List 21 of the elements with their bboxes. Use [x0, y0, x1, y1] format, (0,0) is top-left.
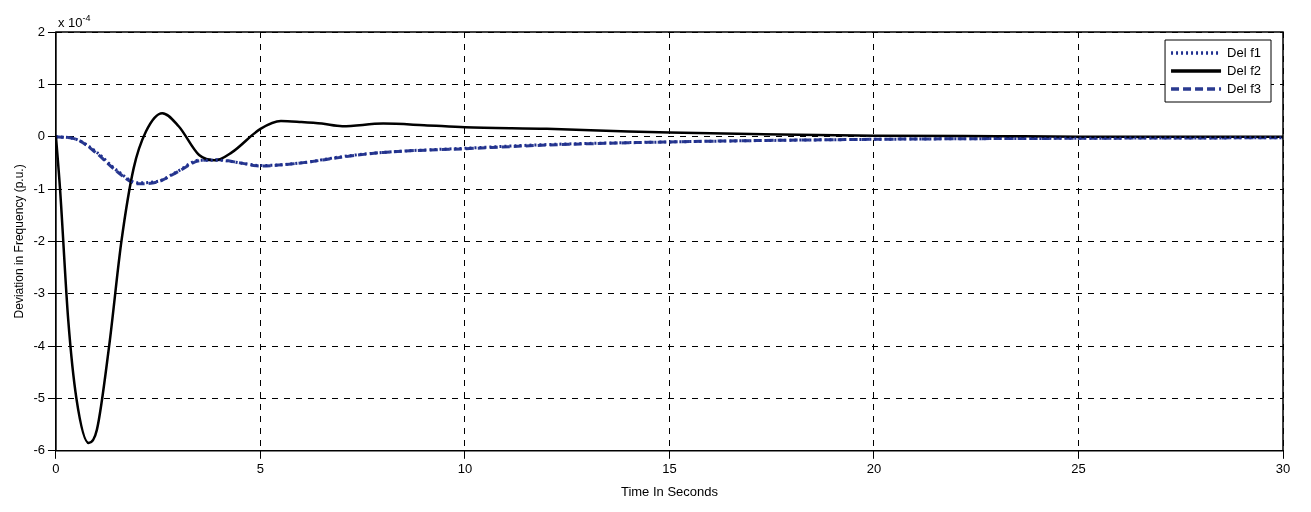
x-tick-label: 20	[866, 461, 882, 477]
x-tick-label: 0	[52, 461, 60, 477]
x-tick-label: 10	[457, 461, 473, 477]
y-tick-label: -3	[33, 285, 45, 301]
legend-label: Del f2	[1227, 62, 1262, 78]
y-tick-label: -4	[33, 337, 45, 353]
y-tick-label: -5	[33, 390, 45, 406]
x-tick-label: 5	[256, 461, 265, 477]
y-tick-label: 0	[37, 128, 45, 144]
x-tick-label: 25	[1071, 461, 1086, 477]
y-tick-label: -1	[33, 180, 45, 196]
y-tick-label: -2	[33, 232, 45, 248]
x-tick-label: 15	[662, 461, 677, 477]
x-tick-label: 30	[1275, 461, 1291, 477]
legend-label: Del f3	[1227, 80, 1262, 96]
y-axis-title: Deviation in Frequency (p.u.)	[11, 164, 26, 319]
legend-label: Del f1	[1227, 44, 1262, 60]
y-tick-label: 2	[37, 23, 45, 39]
x-axis-title: Time In Seconds	[620, 483, 719, 499]
y-tick-label: 1	[37, 75, 45, 91]
y-tick-label: -6	[33, 442, 45, 458]
